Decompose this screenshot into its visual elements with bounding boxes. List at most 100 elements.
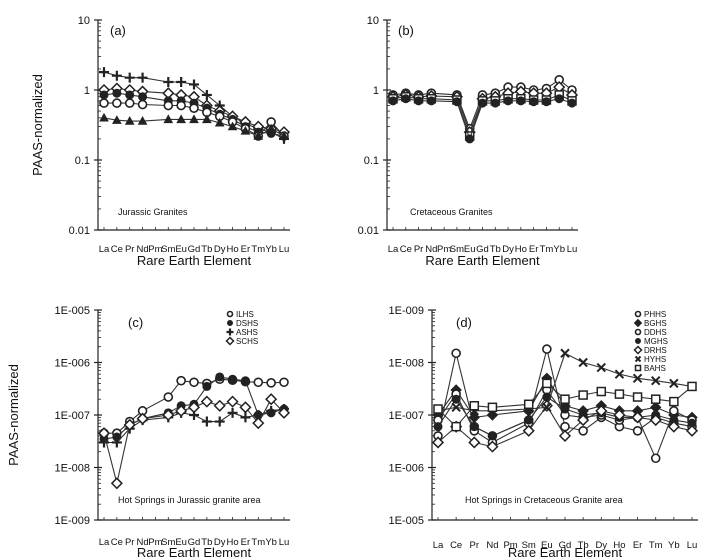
data-point — [650, 394, 661, 404]
data-point — [99, 90, 109, 100]
legend-marker — [635, 338, 641, 344]
data-point — [99, 98, 109, 108]
y-tick-label: 0.01 — [358, 225, 379, 237]
data-point — [595, 404, 608, 417]
data-point — [136, 412, 149, 425]
data-point — [414, 96, 424, 106]
data-point — [110, 477, 123, 490]
x-tick-label: Dy — [502, 244, 514, 255]
data-point — [669, 378, 679, 389]
data-point — [451, 348, 461, 359]
data-point — [97, 427, 111, 440]
legend-entry: HYHS — [644, 355, 666, 364]
data-point — [522, 424, 535, 437]
legend-entry: BGHS — [644, 319, 667, 328]
data-point — [578, 426, 588, 436]
x-tick-label: Nd — [486, 540, 498, 551]
y-tick-label: 0.1 — [364, 155, 379, 167]
legend-entry: SCHS — [236, 337, 258, 346]
data-point — [503, 96, 513, 106]
legend-marker — [227, 320, 233, 326]
data-point — [541, 97, 551, 107]
x-tick-label: Pm — [437, 244, 451, 255]
data-point — [560, 394, 570, 404]
x-tick-label: Lu — [279, 537, 290, 548]
data-point — [111, 70, 122, 81]
data-point — [138, 92, 148, 102]
data-point — [99, 67, 109, 78]
panel-label: (b) — [398, 23, 414, 38]
data-point — [253, 131, 264, 140]
data-point — [214, 416, 225, 427]
x-tick-label: Sm — [161, 537, 175, 548]
data-point — [426, 96, 436, 106]
data-point — [279, 131, 289, 140]
panel-note: Cretaceous Granites — [410, 207, 493, 217]
data-point — [558, 429, 572, 442]
data-point — [200, 395, 213, 408]
data-point — [516, 96, 526, 106]
data-point — [266, 405, 277, 416]
data-point — [176, 375, 186, 386]
x-tick-label: Yb — [553, 244, 565, 255]
y-tick-label: 1E-007 — [55, 410, 90, 422]
legend-entry: BAHS — [644, 364, 666, 373]
y-tick-label: 1E-005 — [55, 305, 90, 317]
x-tick-label: La — [99, 244, 110, 255]
data-point — [529, 97, 539, 107]
data-point — [478, 98, 487, 108]
data-point — [252, 417, 265, 430]
panel-note: Jurassic Granites — [118, 207, 188, 217]
panel-label: (a) — [110, 23, 126, 38]
x-tick-label: Pr — [125, 244, 135, 255]
x-tick-label: Er — [633, 540, 643, 551]
data-point — [111, 437, 122, 448]
x-axis-title: Rare Earth Element — [137, 545, 252, 560]
data-point — [137, 116, 148, 125]
y-tick-label: 10 — [367, 15, 379, 27]
data-point — [176, 100, 186, 111]
data-point — [112, 88, 122, 98]
data-point — [651, 375, 661, 386]
data-point — [650, 453, 661, 464]
data-point — [613, 408, 626, 422]
y-tick-label: 0.1 — [75, 155, 90, 167]
x-tick-label: Er — [529, 244, 539, 255]
data-point — [240, 376, 250, 386]
legend-marker — [633, 318, 643, 328]
legend-marker — [225, 336, 235, 346]
x-tick-label: Ho — [226, 537, 238, 548]
data-point — [469, 401, 480, 411]
data-point — [560, 421, 570, 432]
data-point — [614, 369, 625, 379]
data-point — [524, 415, 534, 425]
y-tick-label: 1E-008 — [389, 358, 424, 370]
legend-entry: ASHS — [236, 328, 258, 337]
x-tick-label: Tb — [201, 537, 212, 548]
data-point — [189, 79, 199, 90]
data-point — [542, 344, 552, 354]
data-point — [596, 386, 607, 397]
data-point — [213, 399, 226, 412]
data-point — [202, 114, 212, 124]
data-point — [240, 412, 251, 423]
panel-c-chart: 1E-009 1E-008 1E-007 1E-006 1E-005 La Ce Pr Nd Pm… — [6, 305, 291, 560]
x-tick-label: Tm — [251, 244, 265, 255]
y-tick-label: 10 — [78, 15, 90, 27]
data-point — [487, 431, 497, 441]
x-tick-label: Lu — [567, 244, 578, 255]
x-tick-label: Gd — [188, 244, 201, 255]
data-point — [227, 121, 238, 131]
data-point — [201, 89, 212, 100]
x-tick-label: Gd — [188, 537, 201, 548]
data-point — [388, 96, 398, 106]
data-point — [163, 100, 174, 111]
data-point — [451, 394, 461, 404]
data-point — [253, 377, 264, 388]
x-tick-label: Yb — [668, 540, 680, 551]
legend-marker — [226, 328, 234, 336]
x-tick-label: Dy — [214, 537, 226, 548]
